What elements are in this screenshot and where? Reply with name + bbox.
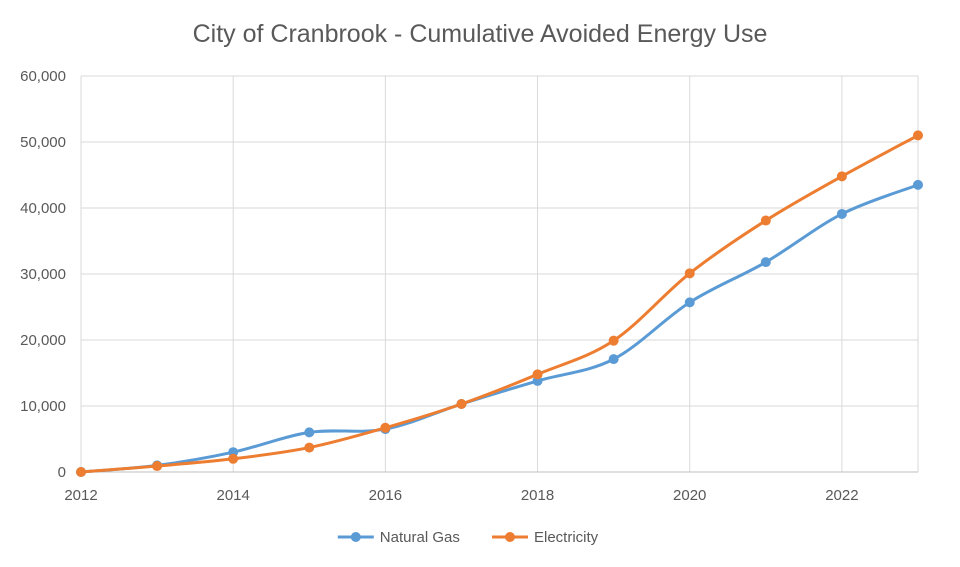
y-tick-label: 20,000 xyxy=(20,332,66,349)
y-tick-label: 40,000 xyxy=(20,200,66,217)
legend-item-natural-gas: Natural Gas xyxy=(337,529,460,546)
data-point-natural-gas xyxy=(608,354,619,365)
data-point-electricity xyxy=(304,442,315,453)
x-tick-label: 2014 xyxy=(216,487,249,504)
data-point-natural-gas xyxy=(304,427,315,438)
legend-swatch-marker xyxy=(350,532,361,542)
data-point-electricity xyxy=(380,422,391,433)
x-tick-label: 2020 xyxy=(673,487,706,504)
data-point-natural-gas xyxy=(913,179,923,190)
data-point-natural-gas xyxy=(684,297,695,308)
data-point-electricity xyxy=(456,399,467,410)
series-electricity xyxy=(76,130,923,477)
data-point-electricity xyxy=(836,171,847,182)
series-line-natural-gas xyxy=(79,183,920,474)
y-tick-label: 10,000 xyxy=(20,398,66,415)
series-line-electricity xyxy=(79,133,920,474)
data-point-electricity xyxy=(532,369,543,380)
data-point-electricity xyxy=(608,335,619,346)
data-point-natural-gas xyxy=(836,208,847,219)
x-tick-label: 2022 xyxy=(825,487,858,504)
data-point-electricity xyxy=(152,461,163,472)
chart-title: City of Cranbrook - Cumulative Avoided E… xyxy=(193,20,768,48)
y-tick-label: 50,000 xyxy=(20,134,66,151)
legend-item-electricity: Electricity xyxy=(492,529,599,546)
x-tick-label: 2016 xyxy=(369,487,402,504)
series-layer xyxy=(76,130,923,477)
data-point-electricity xyxy=(76,467,86,477)
x-tick-label: 2012 xyxy=(64,487,97,504)
y-tick-label: 60,000 xyxy=(20,68,66,85)
x-tick-label: 2018 xyxy=(521,487,554,504)
data-point-electricity xyxy=(228,453,239,464)
data-point-electricity xyxy=(913,130,923,141)
legend-label: Natural Gas xyxy=(380,529,460,546)
data-point-natural-gas xyxy=(760,257,771,268)
data-point-electricity xyxy=(760,215,771,226)
legend: Natural Gas Electricity xyxy=(337,529,599,546)
legend-label: Electricity xyxy=(534,529,599,546)
grid xyxy=(80,75,919,472)
y-tick-label: 0 xyxy=(58,464,66,481)
legend-swatch-marker xyxy=(505,532,515,542)
axes: 0 10,000 20,000 30,000 40,000 50,000 60,000 201… xyxy=(20,68,918,504)
series-natural-gas xyxy=(76,179,923,477)
data-point-electricity xyxy=(684,268,695,279)
y-tick-label: 30,000 xyxy=(20,266,66,283)
